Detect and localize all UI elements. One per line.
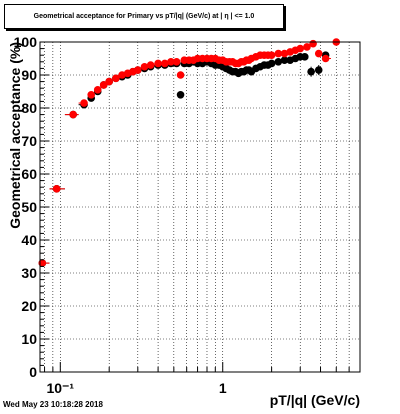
data-point: [87, 91, 96, 99]
y-tick-label: 80: [21, 100, 37, 116]
data-point: [307, 67, 315, 76]
x-axis-title: pT/|q| (GeV/c): [270, 392, 360, 408]
data-point: [146, 61, 155, 69]
data-point: [309, 39, 317, 48]
data-points: [38, 38, 341, 267]
data-point: [99, 81, 108, 89]
data-point: [267, 51, 276, 59]
data-point: [296, 44, 305, 53]
data-point: [176, 71, 185, 79]
title-box: Geometrical acceptance for Primary vs pT…: [4, 4, 284, 29]
y-axis-title: Geometrical acceptance (%): [7, 42, 23, 229]
data-point: [154, 59, 162, 68]
data-point: [52, 185, 61, 193]
data-point: [280, 56, 289, 64]
data-point: [314, 66, 323, 74]
x-tick-label: 10⁻¹: [46, 380, 74, 396]
data-point: [303, 43, 311, 51]
timestamp: Wed May 23 10:18:28 2018: [3, 400, 103, 409]
y-tick-label: 20: [21, 298, 37, 314]
y-tick-label: 70: [21, 133, 37, 149]
chart-title: Geometrical acceptance for Primary vs pT…: [33, 13, 255, 20]
y-tick-label: 0: [29, 364, 37, 380]
data-point: [300, 53, 309, 61]
y-tick-label: 90: [21, 67, 37, 83]
error-bars: [40, 41, 340, 264]
data-point: [176, 91, 185, 99]
data-point: [112, 74, 120, 83]
y-tick-label: 100: [14, 34, 38, 50]
data-point: [274, 49, 283, 58]
axis-ticks: [40, 41, 361, 373]
y-tick-label: 10: [21, 331, 37, 347]
data-point: [133, 66, 142, 74]
data-point: [105, 77, 113, 86]
data-point: [314, 49, 323, 58]
data-point: [172, 58, 181, 66]
y-tick-label: 50: [21, 199, 37, 215]
x-tick-label: 1: [219, 380, 227, 396]
y-tick-label: 60: [21, 166, 37, 182]
data-point: [93, 86, 102, 94]
tick-labels: 0 10 20 30 40 50 60 70 80 90 100 10⁻¹ 1: [14, 34, 227, 396]
data-point: [267, 59, 276, 68]
data-point: [274, 58, 283, 66]
data-point: [69, 110, 77, 119]
data-point: [161, 59, 169, 68]
data-point: [321, 54, 330, 63]
y-tick-label: 30: [21, 265, 37, 281]
y-tick-label: 40: [21, 232, 37, 248]
data-point: [140, 62, 149, 71]
grid-lines: [40, 41, 361, 373]
data-point: [80, 99, 88, 107]
data-point: [167, 58, 175, 66]
